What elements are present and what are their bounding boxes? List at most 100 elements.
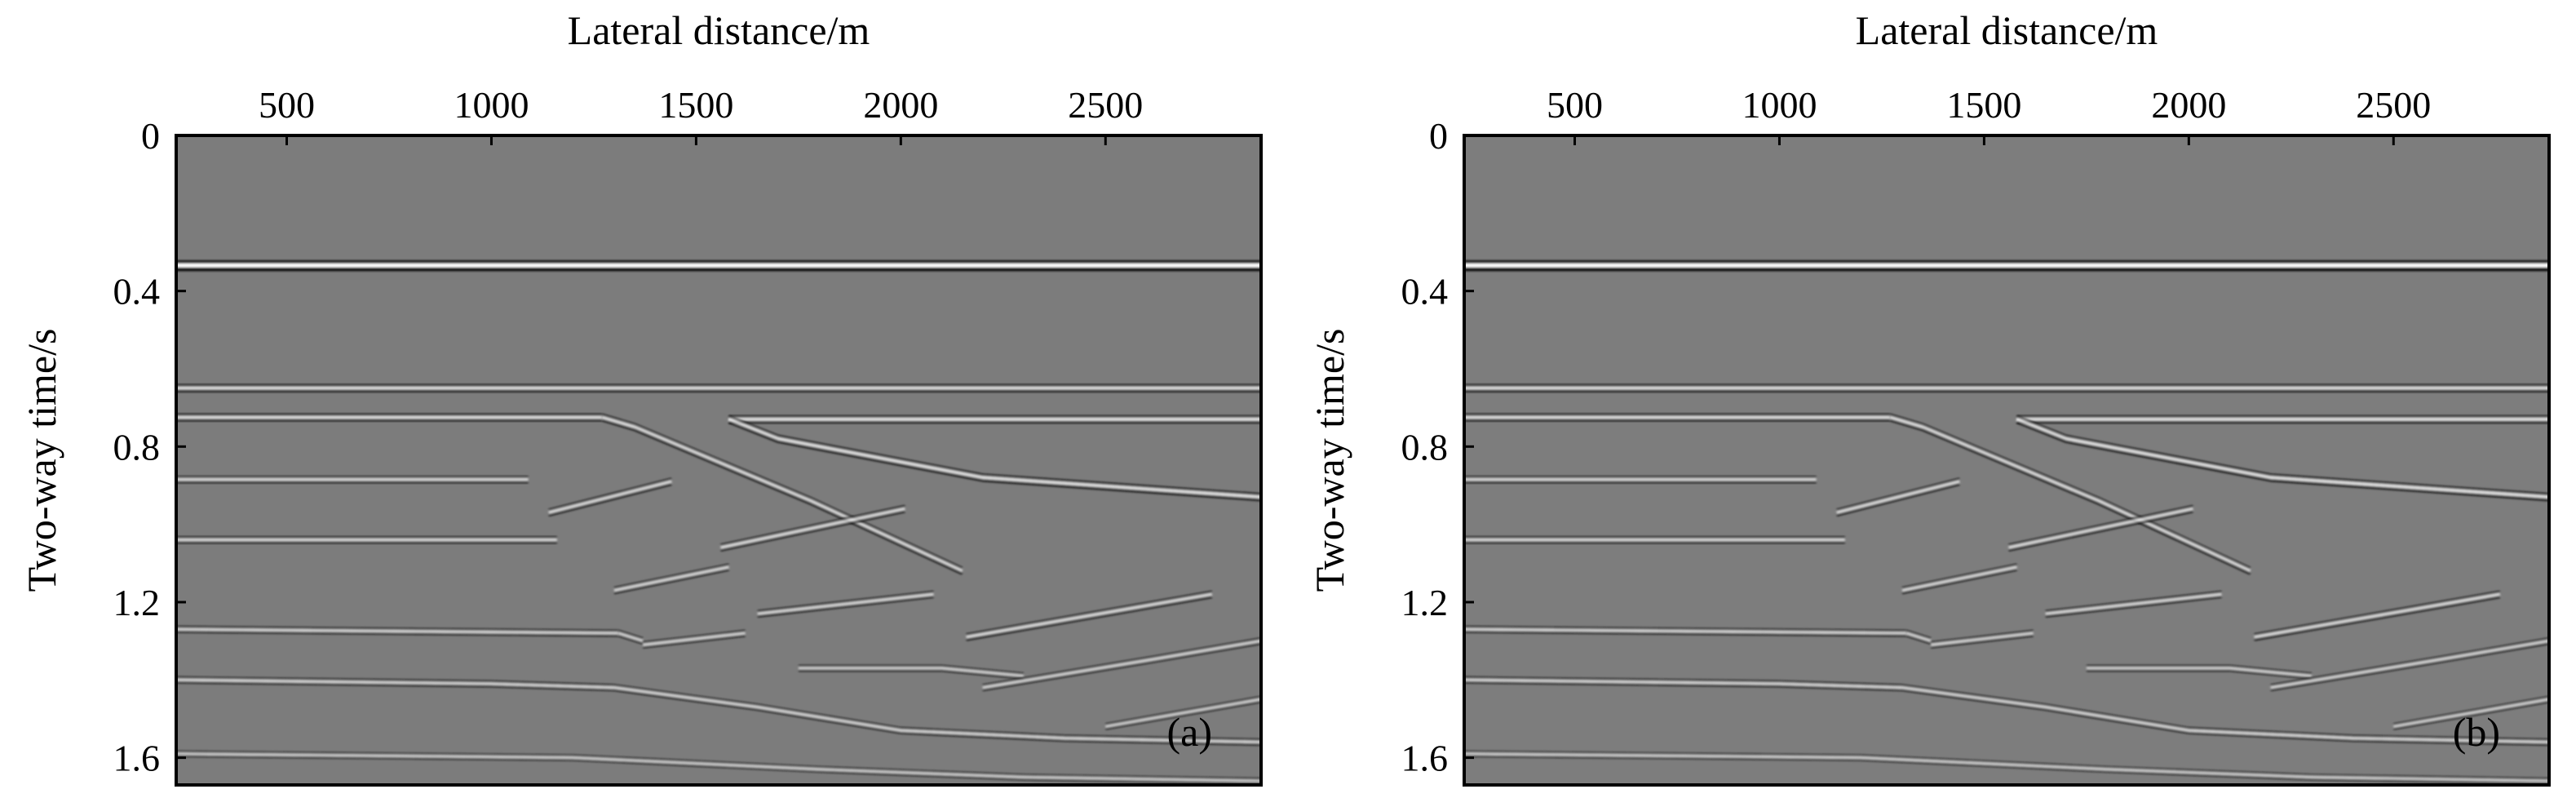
reflector	[982, 637, 1261, 692]
y-axis-title: Two-way time/s	[1307, 329, 1352, 592]
reflector-lobe	[1836, 480, 1960, 515]
seismic-section-b: Lateral distance/m 500 1000 1500 2000 25…	[1288, 0, 2576, 798]
reflector-lobe	[1464, 625, 1907, 632]
reflector-lobe	[757, 595, 934, 618]
reflector-lobe	[1105, 695, 1261, 726]
reflector	[1464, 536, 1845, 544]
x-tick-label: 2500	[1068, 84, 1143, 126]
reflector-lobe	[176, 755, 1261, 785]
reflector-lobe	[1464, 627, 1907, 635]
panel-label: (b)	[2453, 709, 2500, 755]
reflector-lobe	[617, 634, 644, 645]
reflector	[1464, 260, 2549, 272]
y-tick-label: 1.2	[1401, 582, 1449, 623]
y-tick-label: 1.6	[1401, 738, 1449, 779]
reflector	[617, 629, 644, 645]
reflector-lobe	[613, 568, 729, 595]
reflector-lobe	[2086, 669, 2313, 680]
reflector	[1931, 629, 2034, 649]
reflector	[1889, 413, 2251, 575]
reflector	[1905, 629, 1932, 645]
reflector-lobe	[1836, 477, 1960, 512]
reflector-lobe	[1889, 415, 2251, 573]
reflector-lobe	[2393, 695, 2549, 726]
reflector-lobe	[2270, 637, 2549, 687]
reflector	[176, 536, 557, 544]
reflector-lobe	[643, 632, 746, 647]
reflector-lobe	[548, 477, 672, 512]
reflector	[176, 750, 1261, 785]
reflector	[2016, 415, 2549, 424]
reflector-lobe	[1905, 632, 1932, 643]
reflector-lobe	[1905, 634, 1932, 645]
reflector	[1464, 625, 1907, 637]
y-tick-label: 0.4	[1401, 271, 1449, 313]
reflector-lobe	[1464, 750, 2549, 780]
reflector-lobe	[1464, 755, 2549, 785]
x-tick-label: 500	[1547, 84, 1603, 126]
reflector-lobe	[617, 629, 644, 641]
x-tick-labels: 500 1000 1500 2000 2500	[259, 84, 1143, 126]
reflector-lobe	[2393, 700, 2549, 730]
reflector	[601, 413, 963, 575]
reflector-lobe	[982, 637, 1261, 687]
reflectors	[1464, 260, 2549, 785]
reflector-lobe	[176, 752, 1261, 782]
reflector	[1464, 676, 2549, 746]
y-tick-label: 0.4	[113, 271, 161, 313]
reflector-lobe	[548, 480, 672, 515]
reflector-lobe	[1931, 632, 2034, 647]
chart-b-svg: Lateral distance/m 500 1000 1500 2000 25…	[1307, 7, 2551, 787]
reflector-lobe	[2086, 667, 2313, 678]
reflector	[176, 676, 1261, 746]
reflector-lobe	[613, 565, 729, 592]
reflector-lobe	[2008, 510, 2193, 552]
x-tick-label: 2500	[2356, 84, 2431, 126]
reflector-lobe	[2008, 507, 2193, 549]
reflector-lobe	[601, 415, 963, 573]
reflector	[2270, 637, 2549, 692]
reflector-lobe	[601, 419, 963, 575]
x-tick-label: 1500	[658, 84, 733, 126]
reflector	[176, 383, 1261, 392]
reflector-lobe	[1464, 752, 2549, 782]
reflector-lobe	[643, 634, 746, 649]
reflector-lobe	[176, 681, 1261, 746]
reflector-lobe	[2008, 504, 2193, 547]
reflector-lobe	[176, 678, 1261, 744]
reflector-lobe	[2016, 415, 2549, 496]
reflector-lobe	[982, 639, 1261, 689]
reflector-lobe	[2016, 418, 2549, 499]
reflector	[176, 476, 529, 484]
reflector-lobe	[720, 507, 905, 549]
chart-a-svg: Lateral distance/m 500 1000 1500 2000 25…	[19, 7, 1263, 787]
y-tick-label: 0.8	[113, 426, 161, 468]
reflector-lobe	[798, 664, 1025, 676]
reflector-lobe	[1464, 681, 2549, 746]
reflector-lobe	[720, 504, 905, 547]
reflector-lobe	[757, 590, 934, 613]
reflector-lobe	[1889, 419, 2251, 575]
x-tick-label: 1000	[1742, 84, 1817, 126]
reflector	[966, 590, 1213, 641]
y-tick-label: 0	[1429, 115, 1448, 157]
reflector	[2393, 695, 2549, 730]
y-tick-label: 1.6	[113, 738, 161, 779]
reflector-lobe	[2086, 664, 2313, 676]
reflector-lobe	[966, 590, 1213, 636]
reflector-lobe	[176, 625, 619, 632]
reflector	[2045, 590, 2222, 618]
reflector-lobe	[2045, 595, 2222, 618]
reflector-lobe	[1901, 563, 2017, 590]
reflector-lobe	[1105, 698, 1261, 729]
reflector-lobe	[1464, 676, 2549, 742]
reflector-lobe	[728, 420, 1261, 502]
reflector	[613, 563, 729, 595]
reflector-lobe	[1931, 634, 2034, 649]
reflector-lobe	[617, 632, 644, 643]
reflector-lobe	[176, 627, 619, 635]
reflector-lobe	[601, 413, 963, 570]
reflector-lobe	[982, 641, 1261, 692]
reflector	[757, 590, 934, 618]
reflector-lobe	[798, 667, 1025, 678]
